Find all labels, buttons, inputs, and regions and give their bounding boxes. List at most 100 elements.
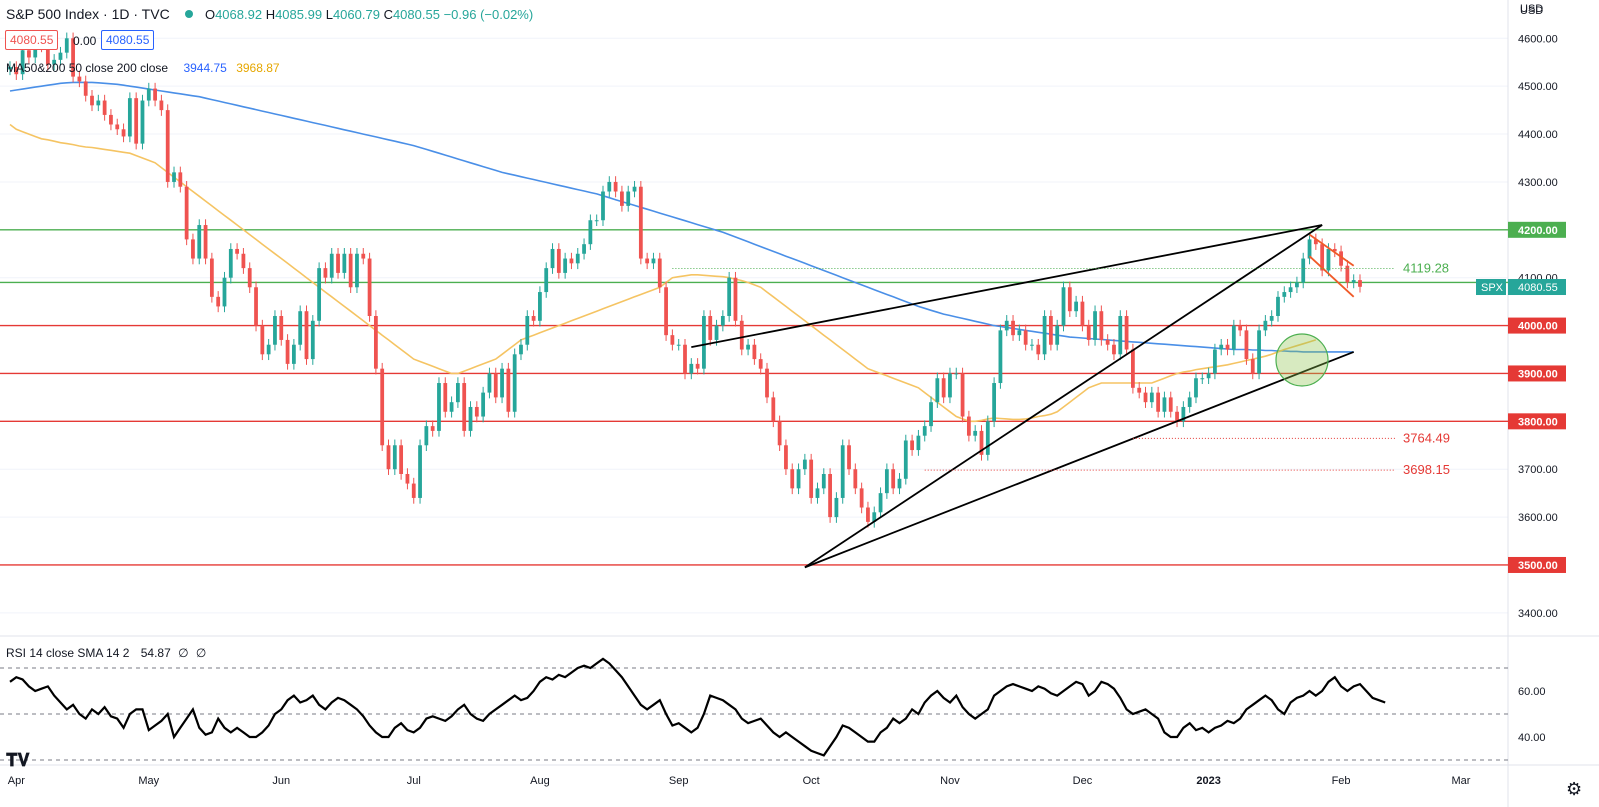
candle-body bbox=[828, 474, 832, 518]
trendline-4 bbox=[1308, 255, 1355, 298]
candle-body bbox=[1257, 330, 1261, 374]
candle-body bbox=[929, 402, 933, 427]
candle-body bbox=[645, 258, 650, 264]
tradingview-logo-icon[interactable]: 𝐓𝐕 bbox=[6, 750, 30, 770]
candle-body bbox=[733, 277, 738, 321]
candle-body bbox=[1213, 349, 1217, 374]
candle-body bbox=[758, 359, 763, 369]
level-price-tag bbox=[1508, 317, 1566, 334]
currency-label[interactable]: USD bbox=[1520, 3, 1544, 15]
rsi-tick-label: 40.00 bbox=[1518, 732, 1546, 744]
candle-body bbox=[392, 445, 397, 470]
candle-body bbox=[1244, 330, 1249, 360]
candle-body bbox=[771, 397, 776, 422]
price-tick-label: 4300.00 bbox=[1518, 177, 1558, 189]
candle-body bbox=[96, 100, 101, 106]
candle-body bbox=[1332, 248, 1337, 252]
candle-body bbox=[58, 52, 63, 60]
level-price-tag-label: 3900.00 bbox=[1518, 368, 1558, 380]
candle-body bbox=[127, 98, 132, 137]
candle-body bbox=[1276, 296, 1280, 316]
candle-body bbox=[935, 378, 940, 403]
candle-body bbox=[1105, 339, 1110, 345]
price-tick-label: 4500.00 bbox=[1518, 81, 1558, 93]
time-axis[interactable]: Apr May Jun Jul Aug Sep Oct Nov Dec 2023 Feb Mar bbox=[8, 775, 1471, 787]
sell-price-box[interactable]: 4080.55 bbox=[5, 30, 59, 50]
candle-body bbox=[64, 38, 69, 53]
candle-body bbox=[216, 296, 221, 307]
candle-body bbox=[474, 406, 479, 417]
candle-body bbox=[1086, 325, 1091, 340]
candle-body bbox=[664, 287, 668, 336]
candle-body bbox=[298, 311, 303, 345]
candle-body bbox=[891, 469, 896, 489]
candle-body bbox=[765, 368, 769, 398]
candle-body bbox=[979, 430, 984, 455]
candle-body bbox=[317, 268, 322, 321]
last-price-tag bbox=[1508, 279, 1566, 296]
candle-body bbox=[1231, 325, 1236, 350]
candle-body bbox=[884, 469, 889, 494]
candle-body bbox=[922, 426, 927, 436]
candle-body bbox=[1313, 239, 1318, 245]
candle-body bbox=[83, 81, 88, 96]
rsi-value: 54.87 bbox=[140, 646, 171, 660]
candle-body bbox=[834, 497, 839, 518]
level-price-tag-label: 4000.00 bbox=[1518, 321, 1558, 333]
candle-body bbox=[1048, 316, 1053, 345]
level-price-tag bbox=[1508, 413, 1566, 430]
candle-body bbox=[903, 440, 908, 479]
gear-icon[interactable]: ⚙ bbox=[1566, 779, 1583, 799]
price-tick-label: 3700.00 bbox=[1518, 464, 1558, 476]
candle-body bbox=[14, 67, 19, 75]
candle-body bbox=[405, 474, 410, 484]
candle-body bbox=[279, 316, 284, 340]
candle-body bbox=[1288, 287, 1293, 293]
rsi-legend[interactable]: RSI 14 close SMA 14 2 54.87 ∅ ∅ bbox=[6, 646, 206, 660]
candle-body bbox=[380, 368, 385, 446]
open-label: O bbox=[204, 7, 216, 22]
candle-body bbox=[1307, 239, 1312, 259]
candle-body bbox=[847, 445, 851, 470]
moving-averages: MA 50MA 200 bbox=[9, 81, 1354, 423]
candle-body bbox=[449, 402, 454, 412]
candle-body bbox=[985, 421, 990, 455]
candle-body bbox=[1036, 344, 1041, 355]
candle-body bbox=[20, 50, 25, 75]
candle-body bbox=[273, 316, 277, 345]
annotation-label: 4119.28 bbox=[1403, 260, 1449, 275]
candle-body bbox=[456, 383, 460, 403]
last-price-label: 4080.55 bbox=[1518, 282, 1558, 294]
candle-body bbox=[966, 416, 971, 436]
last-price-symbol: SPX bbox=[1481, 282, 1504, 294]
ma200-line bbox=[9, 81, 1354, 353]
buy-price-box[interactable]: 4080.55 bbox=[101, 30, 155, 50]
candle-body bbox=[468, 406, 473, 431]
symbol-title[interactable]: S&P 500 Index · 1D · TVC bbox=[6, 6, 170, 22]
candle-body bbox=[821, 474, 826, 489]
candle-body bbox=[1219, 344, 1224, 350]
time-tick-label: 2023 bbox=[1196, 775, 1220, 787]
candle-body bbox=[512, 354, 517, 412]
candle-body bbox=[695, 363, 700, 369]
ma-legend[interactable]: MA50&200 50 close 200 close 3944.75 3968… bbox=[6, 61, 280, 75]
candle-body bbox=[714, 325, 719, 340]
level-price-tag bbox=[1508, 221, 1566, 238]
candle-body bbox=[1263, 320, 1268, 331]
candle-body bbox=[802, 459, 807, 470]
candle-body bbox=[102, 100, 107, 115]
price-axis[interactable]: 3400.00 3500.00 3600.00 3700.00 3800.00 3900.… bbox=[1476, 5, 1566, 744]
candle-body bbox=[1124, 316, 1129, 350]
candle-body bbox=[266, 344, 271, 355]
candle-body bbox=[866, 507, 870, 522]
candle-body bbox=[373, 316, 378, 369]
candle-body bbox=[462, 383, 467, 431]
candle-body bbox=[1238, 325, 1243, 331]
rsi-pane: RSI 14 close SMA 14 2RSI bbox=[0, 657, 1508, 761]
candle-body bbox=[493, 373, 498, 398]
level-price-tag bbox=[1508, 365, 1566, 382]
price-tick-label: 3400.00 bbox=[1518, 608, 1558, 620]
candle-body bbox=[1061, 287, 1066, 326]
candle-body bbox=[437, 383, 441, 431]
